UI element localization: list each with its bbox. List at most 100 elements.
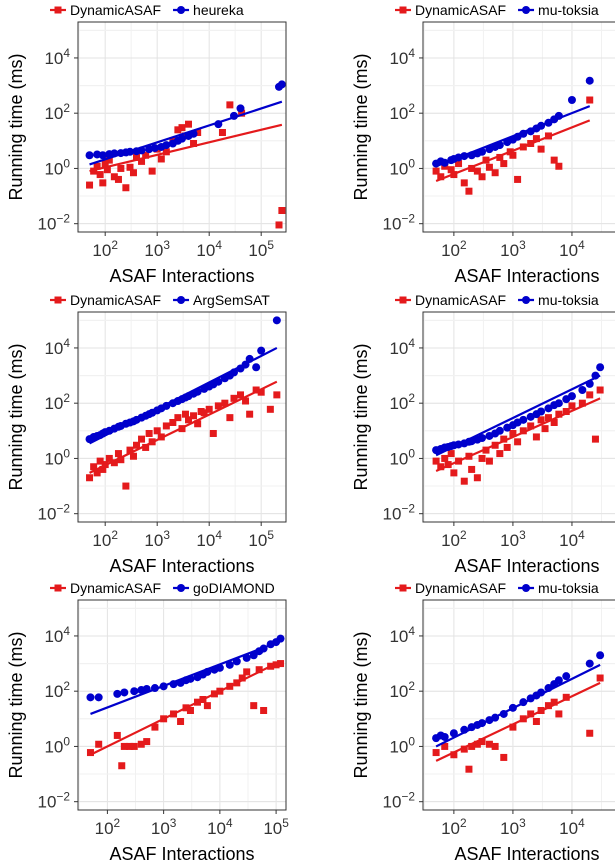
data-point — [86, 181, 94, 189]
tick-label: 10−2 — [38, 212, 71, 234]
data-point — [432, 457, 440, 465]
tick-label: 10−2 — [38, 502, 71, 524]
data-point — [184, 416, 192, 424]
data-point — [126, 742, 134, 750]
data-point — [596, 651, 605, 660]
x-axis-label: ASAF Interactions — [109, 556, 254, 576]
data-point — [250, 702, 258, 710]
plot-frame — [422, 599, 615, 811]
gridlines — [78, 600, 286, 810]
trend-line — [435, 397, 601, 473]
data-point — [550, 698, 558, 706]
data-point — [537, 407, 546, 416]
data-point — [432, 167, 440, 175]
legend: DynamicASAF mu-toksia — [395, 292, 599, 308]
data-point — [585, 76, 594, 85]
data-point — [126, 446, 134, 454]
data-point — [496, 153, 504, 161]
legend-key-marker — [177, 6, 186, 14]
legend-item: mu-toksia — [518, 580, 599, 596]
series-mu-toksia — [432, 651, 605, 748]
legend-label: DynamicASAF — [415, 580, 506, 596]
data-point — [243, 668, 251, 676]
data-point — [132, 441, 140, 449]
data-point — [485, 163, 493, 171]
tick-label: 104 — [559, 528, 585, 550]
legend-key-marker — [54, 6, 62, 14]
data-point — [95, 740, 103, 748]
tick-label: 103 — [500, 528, 526, 550]
legend: DynamicASAF mu-toksia — [395, 580, 599, 596]
data-point — [138, 435, 146, 443]
tick-label: 104 — [559, 816, 585, 838]
data-point — [478, 738, 486, 746]
data-point — [96, 171, 104, 179]
x-axis-label: ASAF Interactions — [454, 266, 599, 286]
y-axis-label: Running time (ms) — [351, 343, 371, 490]
legend-label: goDIAMOND — [193, 580, 275, 596]
data-point — [519, 415, 528, 424]
legend-key-marker — [54, 584, 62, 592]
data-point — [226, 414, 234, 422]
legend-item: mu-toksia — [518, 292, 599, 308]
data-point — [151, 723, 159, 731]
data-point — [478, 454, 486, 462]
data-point — [242, 397, 250, 405]
legend-label: ArgSemSAT — [193, 292, 270, 308]
data-point — [137, 740, 145, 748]
tick-label: 102 — [92, 238, 118, 260]
gridlines — [423, 312, 615, 522]
data-point — [500, 753, 508, 761]
data-point — [99, 179, 107, 187]
legend-item: mu-toksia — [518, 2, 599, 18]
series-DynamicASAF — [86, 380, 281, 490]
data-point — [255, 666, 263, 674]
chart-panel: 10−2 100 102 104 102 103 104 105 ASAF Interactio… — [6, 2, 287, 286]
data-point — [143, 738, 151, 746]
data-point — [432, 749, 440, 757]
data-point — [441, 454, 449, 462]
data-point — [178, 134, 186, 143]
data-point — [585, 659, 594, 668]
data-point — [101, 160, 109, 168]
legend-key-marker — [522, 6, 531, 14]
tick-label: 104 — [389, 336, 415, 358]
series-heureka — [85, 80, 286, 166]
data-point — [238, 674, 246, 682]
legend-label: mu-toksia — [538, 292, 599, 308]
data-point — [145, 429, 153, 437]
legend-item: DynamicASAF — [50, 2, 161, 18]
trend-line — [89, 100, 283, 166]
data-point — [527, 710, 535, 718]
data-point — [86, 749, 94, 757]
data-point — [567, 96, 576, 105]
data-point — [93, 162, 101, 170]
legend-key-marker — [54, 296, 62, 304]
y-axis-label: Running time (ms) — [6, 343, 26, 490]
data-point — [205, 405, 213, 413]
data-point — [120, 688, 129, 697]
legend-item: DynamicASAF — [50, 292, 161, 308]
tick-label: 100 — [389, 156, 415, 178]
tick-label: 10−2 — [383, 790, 416, 812]
data-point — [578, 386, 587, 395]
data-point — [103, 166, 111, 174]
tick-label: 104 — [44, 336, 70, 358]
tick-label: 103 — [144, 528, 170, 550]
data-point — [514, 175, 522, 183]
series-mu-toksia — [432, 363, 605, 457]
data-point — [447, 166, 455, 174]
data-point — [129, 169, 137, 177]
data-point — [273, 391, 281, 399]
data-point — [485, 457, 493, 465]
data-point — [468, 742, 476, 750]
data-point — [567, 392, 576, 401]
legend: DynamicASAF mu-toksia — [395, 2, 599, 18]
data-point — [117, 164, 125, 172]
data-point — [568, 402, 576, 410]
tick-label: 105 — [263, 816, 289, 838]
data-point — [437, 173, 445, 181]
data-point — [130, 742, 138, 750]
series-DynamicASAF — [432, 386, 604, 485]
data-point — [157, 155, 165, 163]
